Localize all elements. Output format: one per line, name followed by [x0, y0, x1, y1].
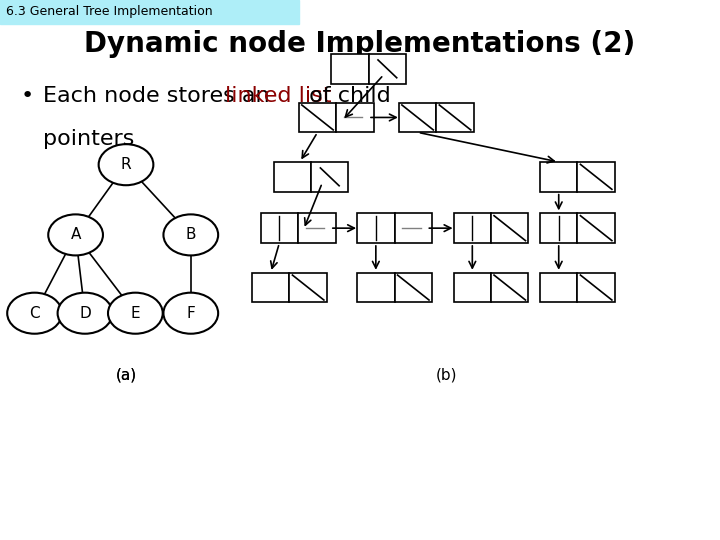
Bar: [454, 213, 491, 243]
Circle shape: [163, 293, 218, 334]
Circle shape: [58, 293, 112, 334]
Circle shape: [99, 144, 153, 185]
Bar: [0, 0, 299, 24]
Text: F: F: [186, 306, 195, 321]
Bar: [252, 273, 289, 302]
Text: D: D: [79, 306, 91, 321]
Text: •: •: [20, 86, 33, 106]
Bar: [454, 273, 491, 302]
Text: R: R: [343, 62, 353, 76]
Circle shape: [7, 293, 62, 334]
Bar: [357, 213, 395, 243]
Bar: [299, 103, 336, 132]
Text: F: F: [553, 281, 561, 294]
Bar: [491, 213, 528, 243]
Text: (b): (b): [436, 368, 457, 383]
Bar: [395, 213, 432, 243]
Bar: [357, 273, 395, 302]
Bar: [274, 162, 311, 192]
Bar: [331, 54, 369, 84]
Circle shape: [108, 293, 163, 334]
Text: linked list: linked list: [225, 86, 331, 106]
Text: Each node stores an: Each node stores an: [43, 86, 277, 106]
Text: (a): (a): [115, 368, 137, 383]
Bar: [491, 273, 528, 302]
Text: A: A: [286, 170, 295, 184]
Bar: [369, 54, 406, 84]
Bar: [540, 273, 577, 302]
Text: B: B: [552, 170, 562, 184]
Text: E: E: [466, 281, 474, 294]
Text: A: A: [71, 227, 81, 242]
Text: C: C: [264, 281, 274, 294]
Text: (a): (a): [115, 368, 137, 383]
Text: D: D: [369, 281, 379, 294]
Bar: [577, 273, 615, 302]
Text: B: B: [186, 227, 196, 242]
Bar: [540, 162, 577, 192]
Circle shape: [48, 214, 103, 255]
Bar: [540, 213, 577, 243]
Bar: [436, 103, 474, 132]
Text: pointers: pointers: [43, 129, 135, 148]
Bar: [395, 273, 432, 302]
Circle shape: [163, 214, 218, 255]
Text: 6.3 General Tree Implementation: 6.3 General Tree Implementation: [6, 5, 212, 18]
Text: R: R: [121, 157, 131, 172]
Bar: [298, 213, 336, 243]
Text: C: C: [30, 306, 40, 321]
Bar: [577, 162, 615, 192]
Bar: [399, 103, 436, 132]
Bar: [577, 213, 615, 243]
Bar: [261, 213, 298, 243]
Bar: [311, 162, 348, 192]
Bar: [336, 103, 374, 132]
Text: E: E: [130, 306, 140, 321]
Text: of child: of child: [302, 86, 390, 106]
Text: Dynamic node Implementations (2): Dynamic node Implementations (2): [84, 30, 636, 58]
Bar: [289, 273, 327, 302]
